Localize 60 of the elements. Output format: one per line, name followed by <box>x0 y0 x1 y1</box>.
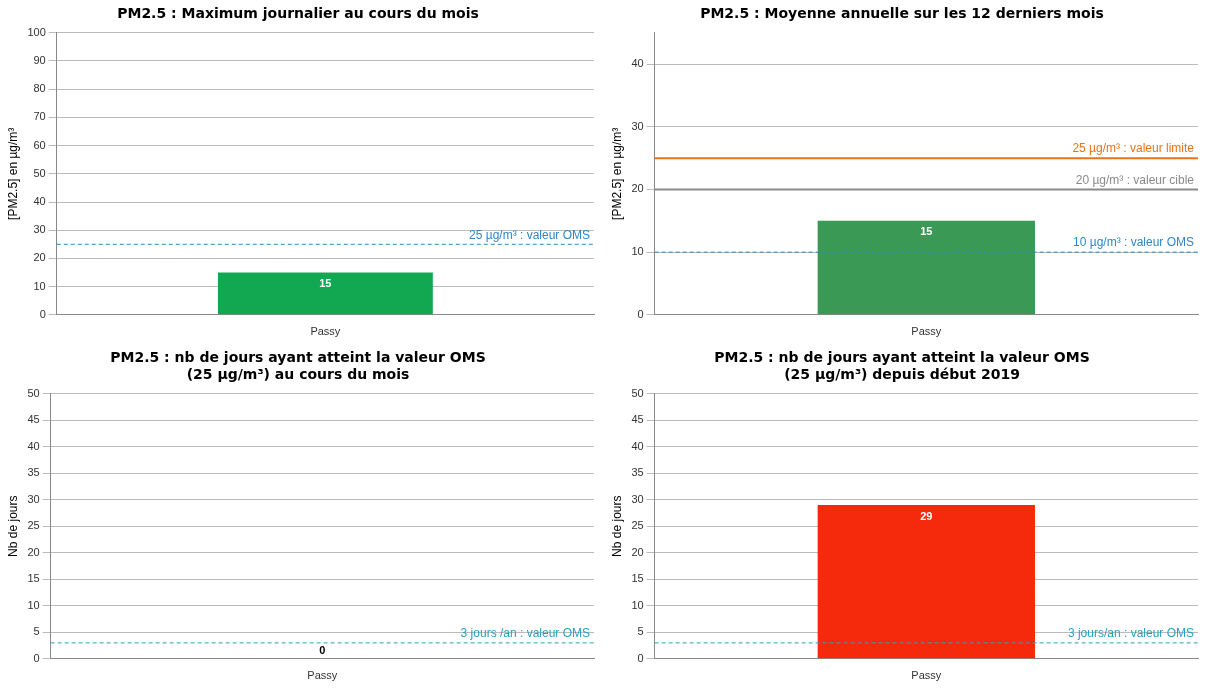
y-tick-label: 100 <box>27 25 46 38</box>
y-tick-label: 90 <box>33 54 46 67</box>
y-tick-label: 40 <box>33 195 46 208</box>
x-tick-label: Passy <box>911 325 942 338</box>
chart-title: PM2.5 : Moyenne annuelle sur les 12 derniers mois <box>700 5 1104 22</box>
y-tick-label: 20 <box>33 251 46 264</box>
y-tick-label: 30 <box>631 119 644 132</box>
y-tick-label: 15 <box>27 572 40 585</box>
data-label: 0 <box>319 644 326 657</box>
y-tick-label: 50 <box>631 386 644 399</box>
y-tick-label: 0 <box>637 651 644 664</box>
data-label: 15 <box>319 277 332 290</box>
y-tick-label: 40 <box>631 439 644 452</box>
y-tick-label: 45 <box>27 413 40 426</box>
x-tick-label: Passy <box>310 325 341 338</box>
y-tick-label: 50 <box>27 386 40 399</box>
y-tick-label: 20 <box>631 545 644 558</box>
chart-title: PM2.5 : nb de jours ayant atteint la valeur OMS (25 µg/m³) au cours du mois <box>110 349 486 382</box>
y-tick-label: 30 <box>631 492 644 505</box>
y-tick-label: 20 <box>631 182 644 195</box>
y-tick-label: 35 <box>631 466 644 479</box>
y-tick-label: 15 <box>631 572 644 585</box>
y-tick-label: 40 <box>27 439 40 452</box>
ref-line-label: 25 µg/m³ : valeur limite <box>1072 141 1195 156</box>
chart-title: PM2.5 : Maximum journalier au cours du mois <box>117 5 479 22</box>
ref-line-label: 20 µg/m³ : valeur cible <box>1075 172 1195 187</box>
y-axis-title: Nb de jours <box>5 495 20 557</box>
y-tick-label: 35 <box>27 466 40 479</box>
y-tick-label: 40 <box>631 57 644 70</box>
y-axis-title: [PM2.5] en µg/m³ <box>609 127 624 220</box>
y-tick-label: 60 <box>33 138 46 151</box>
y-tick-label: 5 <box>637 625 644 638</box>
ref-line-label: 3 jours /an : valeur OMS <box>460 626 590 641</box>
y-tick-label: 0 <box>637 307 644 320</box>
y-tick-label: 25 <box>27 519 40 532</box>
data-label: 15 <box>920 225 933 238</box>
y-tick-label: 20 <box>27 545 40 558</box>
x-tick-label: Passy <box>307 669 338 682</box>
y-tick-label: 30 <box>27 492 40 505</box>
y-tick-label: 0 <box>39 307 46 320</box>
y-tick-label: 5 <box>33 625 40 638</box>
ref-line-label: 10 µg/m³ : valeur OMS <box>1073 235 1194 250</box>
y-tick-label: 25 <box>631 519 644 532</box>
y-tick-label: 80 <box>33 82 46 95</box>
y-tick-label: 30 <box>33 223 46 236</box>
y-tick-label: 10 <box>631 598 644 611</box>
y-tick-label: 10 <box>33 279 46 292</box>
y-axis-title: Nb de jours <box>609 495 624 557</box>
y-tick-label: 50 <box>33 166 46 179</box>
y-tick-label: 10 <box>631 245 644 258</box>
y-tick-label: 0 <box>33 651 40 664</box>
ref-line-label: 3 jours/an : valeur OMS <box>1067 626 1194 641</box>
ref-line-label: 25 µg/m³ : valeur OMS <box>469 227 590 242</box>
chart-title: PM2.5 : nb de jours ayant atteint la valeur OMS (25 µg/m³) depuis début 2019 <box>714 349 1090 382</box>
y-tick-label: 10 <box>27 598 40 611</box>
data-label: 29 <box>920 509 933 522</box>
y-tick-label: 70 <box>33 110 46 123</box>
y-axis-title: [PM2.5] en µg/m³ <box>5 127 20 220</box>
x-tick-label: Passy <box>911 669 942 682</box>
y-tick-label: 45 <box>631 413 644 426</box>
